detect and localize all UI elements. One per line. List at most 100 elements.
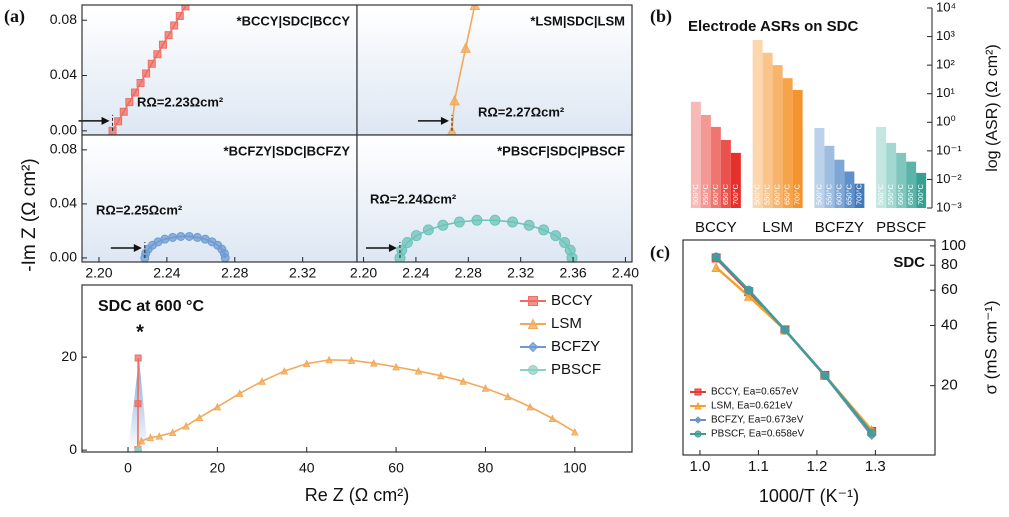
marker [449,94,460,106]
marker [453,216,465,228]
bar-label: 650°C [721,183,730,205]
x-tick-label: BCFZY [815,219,864,236]
marker [108,126,117,135]
marker [559,237,571,249]
marker [744,285,754,295]
y-tick-label: 0 [69,441,77,457]
bar [762,52,773,208]
legend-marker [694,416,702,424]
x-tick-label: 1.3 [865,458,886,475]
bar [720,139,731,208]
arrow-head [133,243,142,252]
marker [414,366,423,375]
bar [752,39,763,209]
y-tick-label: 20 [61,348,77,364]
marker [711,252,721,262]
marker [153,50,162,59]
x-tick-label: 80 [478,460,494,476]
marker [137,436,146,445]
bar-label: 550°C [701,183,710,205]
y-axis-label: σ (mS cm⁻¹) [981,300,1000,394]
marker [119,107,128,116]
plot-frame [81,284,633,453]
y-tick-label: 40 [941,316,958,333]
marker [146,433,155,442]
chart-title: SDC [893,254,925,271]
marker [195,413,204,422]
marker [235,389,244,397]
x-tick-label: 40 [299,460,315,476]
plot-background [82,5,357,135]
bar [710,126,721,208]
marker [114,117,123,126]
y-tick-label: 0.04 [50,195,77,211]
bar-label: 700°C [854,183,863,205]
marker [460,42,471,53]
y-tick-label: 0.08 [50,11,77,27]
bar-label: 550°C [763,183,772,205]
bar-label: 650°C [783,183,792,205]
bar [730,152,741,208]
series-line [451,5,476,131]
panel-label: (c) [650,242,670,263]
x-tick-label: 2.20 [85,265,112,281]
y-tick-label: 0.00 [50,249,77,265]
x-tick-label: 1.1 [748,458,769,475]
bar-label: 700°C [916,183,925,205]
legend-label: BCFZY [551,338,600,355]
x-tick-label: 60 [388,460,404,476]
x-tick-label: 2.20 [350,265,377,281]
legend-label: BCFZY, Ea=0.673eV [711,415,804,426]
legend-marker [694,388,702,396]
marker [780,325,790,335]
plot-frame [356,134,633,263]
x-tick-label: 20 [210,460,226,476]
y-tick-label: 10² [936,57,955,72]
legend-label: BCCY [551,292,593,309]
marker [422,224,434,236]
marker [130,88,139,97]
bar [814,128,825,208]
chart-title: Electrode ASRs on SDC [688,18,858,35]
marker [325,355,333,364]
marker [469,5,481,10]
marker [125,98,134,107]
y-tick-label: 80 [941,256,958,273]
marker [175,11,184,20]
marker [436,371,445,380]
marker [147,59,156,68]
marker [437,219,449,231]
x-tick-label: BCCY [695,219,737,236]
marker [176,231,186,241]
marker [213,402,222,411]
y-tick-label: 10⁻¹ [936,142,962,157]
plot-area [140,231,230,262]
marker [489,214,501,226]
bar [896,152,907,208]
plot-background [82,135,357,262]
y-tick-label: 60 [941,281,958,298]
marker [192,232,202,242]
marker [155,432,164,440]
y-tick-label: 10⁴ [936,0,956,14]
panel-label: (a) [4,6,25,27]
bar-label: 650°C [906,183,915,205]
marker [136,79,145,87]
bar [854,183,865,208]
bar-label: 600°C [896,183,905,205]
marker [170,21,179,30]
marker [820,370,830,380]
marker [548,414,557,423]
marker [220,253,230,262]
y-tick-label: 10⁰ [936,114,956,129]
bar [906,161,917,208]
legend-marker [694,401,702,410]
marker [526,402,534,411]
bar-label: 600°C [773,183,782,205]
legend-label: PBSCF [551,361,601,378]
marker [181,5,190,11]
marker [503,392,512,401]
y-tick-label: 10¹ [936,85,955,100]
annotation: * [136,321,144,343]
marker [550,230,562,242]
